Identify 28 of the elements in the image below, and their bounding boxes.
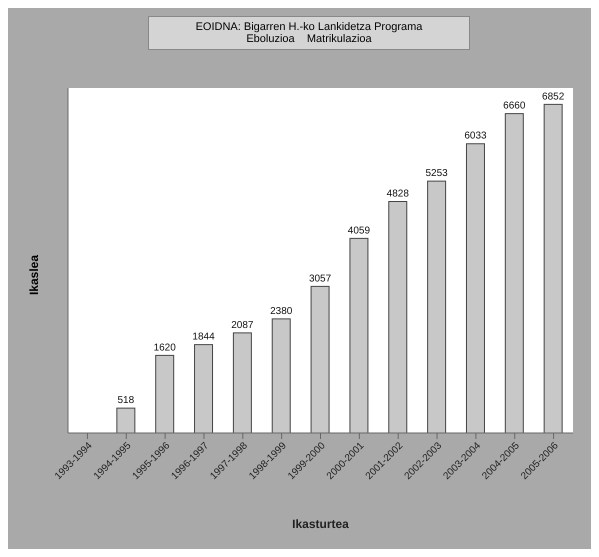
bar — [349, 238, 368, 433]
bar — [155, 354, 174, 433]
data-label: 2380 — [270, 306, 293, 317]
data-label: 4828 — [386, 188, 410, 200]
bar — [194, 344, 214, 433]
data-label: 3057 — [308, 273, 332, 284]
bar — [272, 318, 291, 433]
data-label: 518 — [118, 395, 135, 406]
data-label: 4059 — [348, 225, 370, 236]
data-label: 6660 — [503, 100, 526, 112]
bar — [427, 180, 446, 433]
bar — [232, 332, 252, 433]
y-axis-title: Ikaslea — [27, 254, 42, 296]
x-axis-title: Ikasturtea — [292, 517, 350, 531]
bar — [544, 104, 563, 433]
data-label: 1844 — [192, 332, 216, 343]
chart-subtitle: Eboluzioa Matrikulazioa — [245, 33, 373, 45]
bar — [504, 113, 524, 433]
bar — [116, 408, 136, 433]
data-label: 1620 — [154, 342, 176, 354]
data-label: 6852 — [542, 91, 565, 102]
data-label: 6033 — [464, 130, 488, 142]
data-label: 5253 — [425, 168, 448, 180]
bar — [466, 143, 485, 433]
bar — [388, 200, 408, 433]
data-label: 2087 — [231, 320, 254, 331]
bar — [310, 286, 330, 433]
chart-title: EOIDNA: Bigarren H.-ko Lankidetza Programa — [194, 21, 424, 33]
